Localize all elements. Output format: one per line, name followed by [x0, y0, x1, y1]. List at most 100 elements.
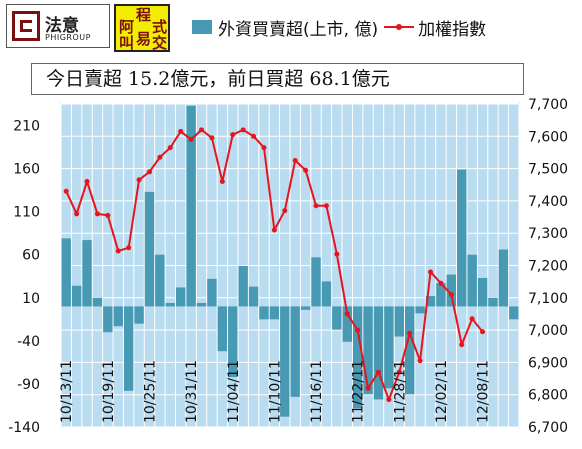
right-tick-label: 7,200 [528, 259, 568, 275]
logo-mark-icon [12, 11, 40, 41]
left-tick-label: -40 [17, 334, 40, 350]
index-point [407, 330, 413, 336]
bar [61, 238, 71, 307]
bar [509, 306, 519, 320]
x-tick-label: 11/04/11 [226, 360, 242, 423]
x-tick-label: 11/16/11 [309, 360, 325, 423]
bar [488, 297, 498, 307]
logo-char: 交 [152, 34, 168, 52]
logo-text: 法意 [45, 16, 79, 36]
bar [321, 281, 332, 307]
bar [311, 257, 321, 307]
right-tick-label: 7,300 [528, 226, 568, 242]
index-point [292, 158, 298, 164]
bar [280, 306, 290, 417]
x-tick-label: 12/08/11 [476, 360, 492, 423]
bar [238, 265, 248, 307]
bar [332, 306, 342, 330]
index-point [438, 280, 444, 286]
bar [82, 240, 92, 307]
index-point [219, 179, 225, 185]
index-point [271, 227, 277, 233]
index-point [313, 203, 319, 209]
x-tick-label: 11/28/11 [392, 360, 408, 423]
bar [103, 306, 113, 333]
bar [457, 169, 467, 307]
logo-char: 阿 [119, 18, 135, 36]
right-tick-label: 7,000 [528, 323, 568, 339]
index-point [365, 385, 371, 391]
x-tick-label: 11/10/11 [267, 360, 283, 423]
bar [259, 306, 269, 320]
bar [342, 306, 352, 342]
bar [248, 286, 259, 307]
index-point [355, 327, 361, 333]
bar [165, 302, 175, 307]
bar [71, 285, 82, 307]
index-point [469, 316, 475, 322]
index-point [251, 133, 257, 139]
index-point [209, 135, 215, 141]
logo-subtext: PHIGROUP [45, 33, 91, 42]
left-tick-label: 10 [22, 291, 40, 307]
legend-bar-swatch [192, 20, 212, 34]
index-point [115, 248, 121, 254]
right-tick-label: 6,700 [528, 420, 568, 436]
index-point [105, 212, 111, 218]
index-point [63, 188, 69, 194]
index-point [84, 179, 90, 185]
index-point [386, 397, 392, 403]
logo-char: 程 [136, 6, 152, 24]
bar [123, 306, 134, 391]
bar [134, 306, 144, 324]
bar [477, 277, 488, 307]
bar [217, 306, 228, 352]
index-point [230, 132, 236, 138]
x-tick-label: 12/02/11 [434, 360, 450, 423]
legend-line-swatch [384, 20, 415, 34]
right-tick-label: 7,700 [528, 97, 568, 113]
x-axis: 10/13/11 10/19/11 10/25/11 10/31/11 11/04/11… [59, 360, 491, 423]
right-tick-label: 6,800 [528, 388, 568, 404]
logo-char: 易 [136, 30, 152, 48]
legend-line-label: 加權指數 [418, 19, 487, 40]
index-point [323, 203, 329, 209]
left-tick-label: 110 [13, 205, 40, 221]
index-point [448, 292, 454, 298]
left-tick-label: 60 [22, 248, 40, 264]
bar [446, 274, 457, 307]
index-point [188, 137, 194, 143]
right-tick-label: 7,500 [528, 162, 568, 178]
index-point [334, 251, 340, 257]
bar [425, 296, 436, 307]
index-point [261, 145, 267, 151]
index-point [417, 358, 423, 364]
bar [269, 306, 280, 320]
bar [155, 254, 165, 307]
index-point [157, 154, 163, 160]
bar-series [61, 105, 519, 417]
bar [352, 306, 363, 409]
bar [415, 306, 425, 314]
index-point [146, 169, 152, 175]
bar [228, 306, 238, 378]
index-point [199, 127, 205, 133]
right-tick-label: 6,900 [528, 355, 568, 371]
index-point [375, 369, 381, 375]
index-point [178, 128, 184, 134]
index-point [240, 127, 246, 133]
left-tick-label: 160 [13, 162, 40, 178]
index-point [344, 311, 350, 317]
bar [300, 306, 311, 310]
index-point [396, 369, 402, 375]
index-point [480, 329, 486, 335]
index-point [282, 208, 288, 214]
index-point [459, 342, 465, 348]
left-axis: 210 160 110 60 10 -40 -90 -140 [8, 119, 40, 436]
right-tick-label: 7,100 [528, 291, 568, 307]
index-point [74, 211, 80, 217]
legend-bar-label: 外資買賣超(上市, 億) [218, 19, 379, 40]
bar [196, 302, 207, 307]
phigroup-logo: 法意 PHIGROUP [6, 4, 110, 48]
index-point [303, 167, 309, 173]
